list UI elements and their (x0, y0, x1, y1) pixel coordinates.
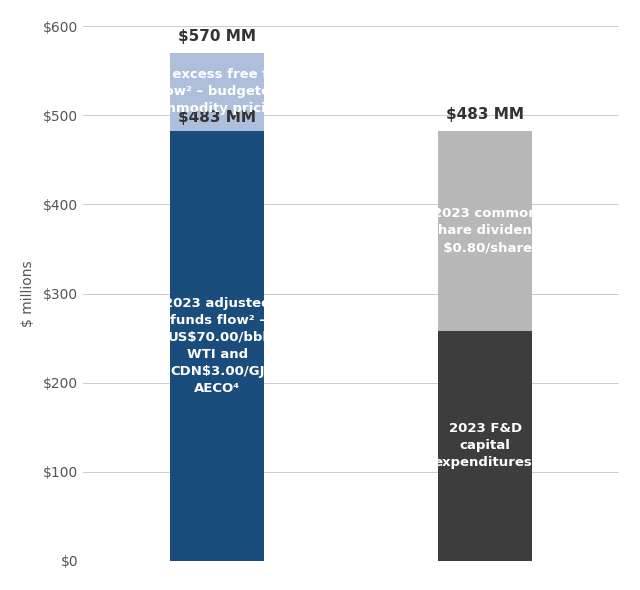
Y-axis label: $ millions: $ millions (21, 260, 35, 327)
Bar (170, 130, 264, 560)
Text: 2023 F&D
capital
expenditures⁶: 2023 F&D capital expenditures⁶ (433, 422, 538, 469)
Text: $483 MM: $483 MM (179, 110, 256, 125)
Bar (438, 331, 532, 560)
Text: 2023 excess free funds
flow² – budgeted
commodity pricing³: 2023 excess free funds flow² – budgeted … (131, 68, 304, 115)
Text: 2023 common
share dividend
– $0.80/share⁵: 2023 common share dividend – $0.80/share… (429, 207, 541, 254)
Bar (438, 130, 532, 331)
Text: $570 MM: $570 MM (179, 29, 256, 44)
Bar (170, 53, 264, 130)
Text: $483 MM: $483 MM (446, 107, 524, 122)
Text: 2023 adjusted
funds flow² -
US$70.00/bbl
WTI and
CDN$3.00/GJ
AECO⁴: 2023 adjusted funds flow² - US$70.00/bbl… (164, 297, 271, 395)
